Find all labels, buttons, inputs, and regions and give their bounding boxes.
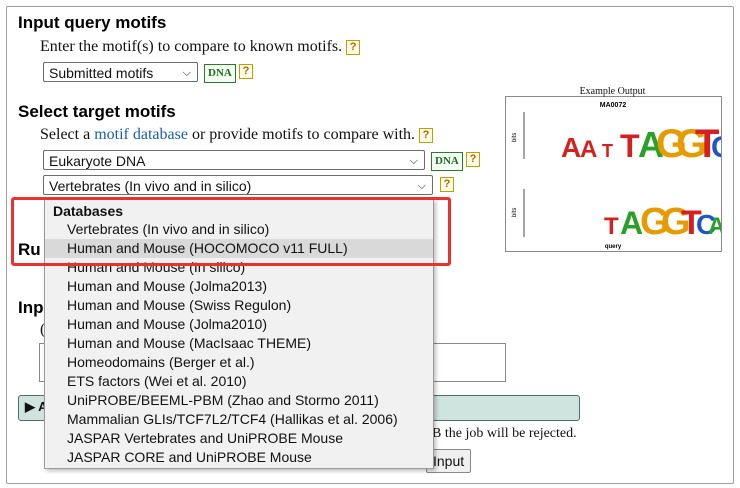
target-instruction: Select a motif database or provide motif… bbox=[40, 126, 434, 144]
example-output-title: Example Output bbox=[579, 86, 646, 97]
svg-text:C: C bbox=[696, 209, 716, 240]
chevron-down-icon: ⌵ bbox=[417, 180, 426, 192]
page-frame bbox=[6, 6, 734, 484]
bottom-logo-letters: T A G G T C A bbox=[604, 201, 721, 243]
dropdown-option[interactable]: Human and Mouse (MacIsaac THEME) bbox=[67, 335, 312, 351]
target-dna-badge: DNA bbox=[431, 152, 463, 171]
motif-logo-graphic: MA0072 bits A A T T A G G T C bits T A G… bbox=[512, 102, 721, 250]
chevron-down-icon: ⌵ bbox=[409, 155, 418, 167]
run-heading: Ru bbox=[18, 240, 41, 259]
db-select-value: Vertebrates (In vivo and in silico) bbox=[49, 178, 252, 194]
db-category-value: Eukaryote DNA bbox=[49, 153, 146, 169]
highlight-annotation-box bbox=[11, 197, 451, 266]
db-help-icon[interactable]: ? bbox=[440, 177, 454, 192]
query-instruction: Enter the motif(s) to compare to known m… bbox=[40, 38, 361, 56]
input-heading: Inp bbox=[18, 298, 44, 317]
dropdown-option[interactable]: Mammalian GLIs/TCF7L2/TCF4 (Hallikas et … bbox=[67, 411, 398, 427]
query-motif-select[interactable]: Submitted motifs ⌵ bbox=[43, 62, 198, 82]
target-instruction-suffix: or provide motifs to compare with. bbox=[191, 126, 416, 143]
motif-id: MA0072 bbox=[600, 102, 627, 109]
svg-text:G: G bbox=[676, 122, 707, 166]
dropdown-option[interactable]: JASPAR CORE and UniPROBE Mouse bbox=[67, 449, 312, 465]
dropdown-option[interactable]: Human and Mouse (Jolma2013) bbox=[67, 278, 267, 294]
target-instruction-prefix: Select a bbox=[40, 126, 91, 143]
bottom-ylabel: bits bbox=[512, 208, 518, 217]
svg-text:A: A bbox=[638, 124, 664, 165]
svg-text:T: T bbox=[620, 128, 640, 164]
svg-text:T: T bbox=[681, 204, 702, 242]
query-instruction-text: Enter the motif(s) to compare to known m… bbox=[40, 38, 343, 55]
svg-text:G: G bbox=[656, 122, 687, 166]
dropdown-option[interactable]: JASPAR Vertebrates and UniPROBE Mouse bbox=[67, 430, 343, 446]
query-heading: Input query motifs bbox=[18, 13, 167, 32]
dropdown-option[interactable]: Human and Mouse (Jolma2010) bbox=[67, 316, 267, 332]
input-paren: ( bbox=[40, 321, 46, 338]
top-ylabel: bits bbox=[512, 133, 518, 142]
dropdown-option[interactable]: UniPROBE/BEEML-PBM (Zhao and Stormo 2011… bbox=[67, 392, 379, 408]
dropdown-option-hovered[interactable]: Human and Mouse (HOCOMOCO v11 FULL) bbox=[45, 239, 433, 258]
start-button-label: ▶ A bbox=[25, 399, 48, 414]
svg-text:A: A bbox=[620, 205, 643, 241]
dropdown-group-header: Databases bbox=[53, 203, 124, 219]
target-heading: Select target motifs bbox=[18, 102, 176, 121]
query-help-icon[interactable]: ? bbox=[346, 39, 361, 55]
query-dna-badge: DNA bbox=[204, 64, 236, 83]
svg-text:T: T bbox=[602, 141, 613, 161]
dropdown-option[interactable]: ETS factors (Wei et al. 2010) bbox=[67, 373, 247, 389]
top-logo-letters: A A T T A G G T C bbox=[561, 122, 721, 166]
svg-text:A: A bbox=[580, 136, 597, 163]
svg-text:A: A bbox=[708, 213, 721, 240]
example-output-logo: MA0072 bits A A T T A G G T C bits T A G… bbox=[505, 96, 722, 252]
dropdown-option[interactable]: Vertebrates (In vivo and in silico) bbox=[67, 221, 270, 237]
chevron-down-icon: ⌵ bbox=[182, 67, 191, 79]
target-help-icon[interactable]: ? bbox=[419, 127, 434, 143]
query-dna-help-icon[interactable]: ? bbox=[239, 64, 253, 79]
svg-text:C: C bbox=[711, 131, 721, 164]
query-label: query bbox=[605, 244, 622, 250]
svg-text:G: G bbox=[661, 201, 691, 243]
motif-database-link[interactable]: motif database bbox=[94, 126, 188, 143]
svg-text:A: A bbox=[561, 132, 581, 163]
query-select-value: Submitted motifs bbox=[49, 65, 154, 81]
db-select[interactable]: Vertebrates (In vivo and in silico) ⌵ bbox=[43, 175, 433, 195]
target-dna-help-icon[interactable]: ? bbox=[466, 152, 480, 167]
svg-text:T: T bbox=[695, 122, 719, 166]
database-dropdown[interactable]: Databases Vertebrates (In vivo and in si… bbox=[44, 199, 434, 469]
svg-text:T: T bbox=[604, 213, 619, 240]
dropdown-option[interactable]: Human and Mouse (Swiss Regulon) bbox=[67, 297, 292, 313]
job-note: B the job will be rejected. bbox=[432, 426, 577, 441]
dropdown-option[interactable]: Homeodomains (Berger et al.) bbox=[67, 354, 255, 370]
svg-text:G: G bbox=[640, 201, 670, 243]
db-category-select[interactable]: Eukaryote DNA ⌵ bbox=[43, 150, 425, 170]
